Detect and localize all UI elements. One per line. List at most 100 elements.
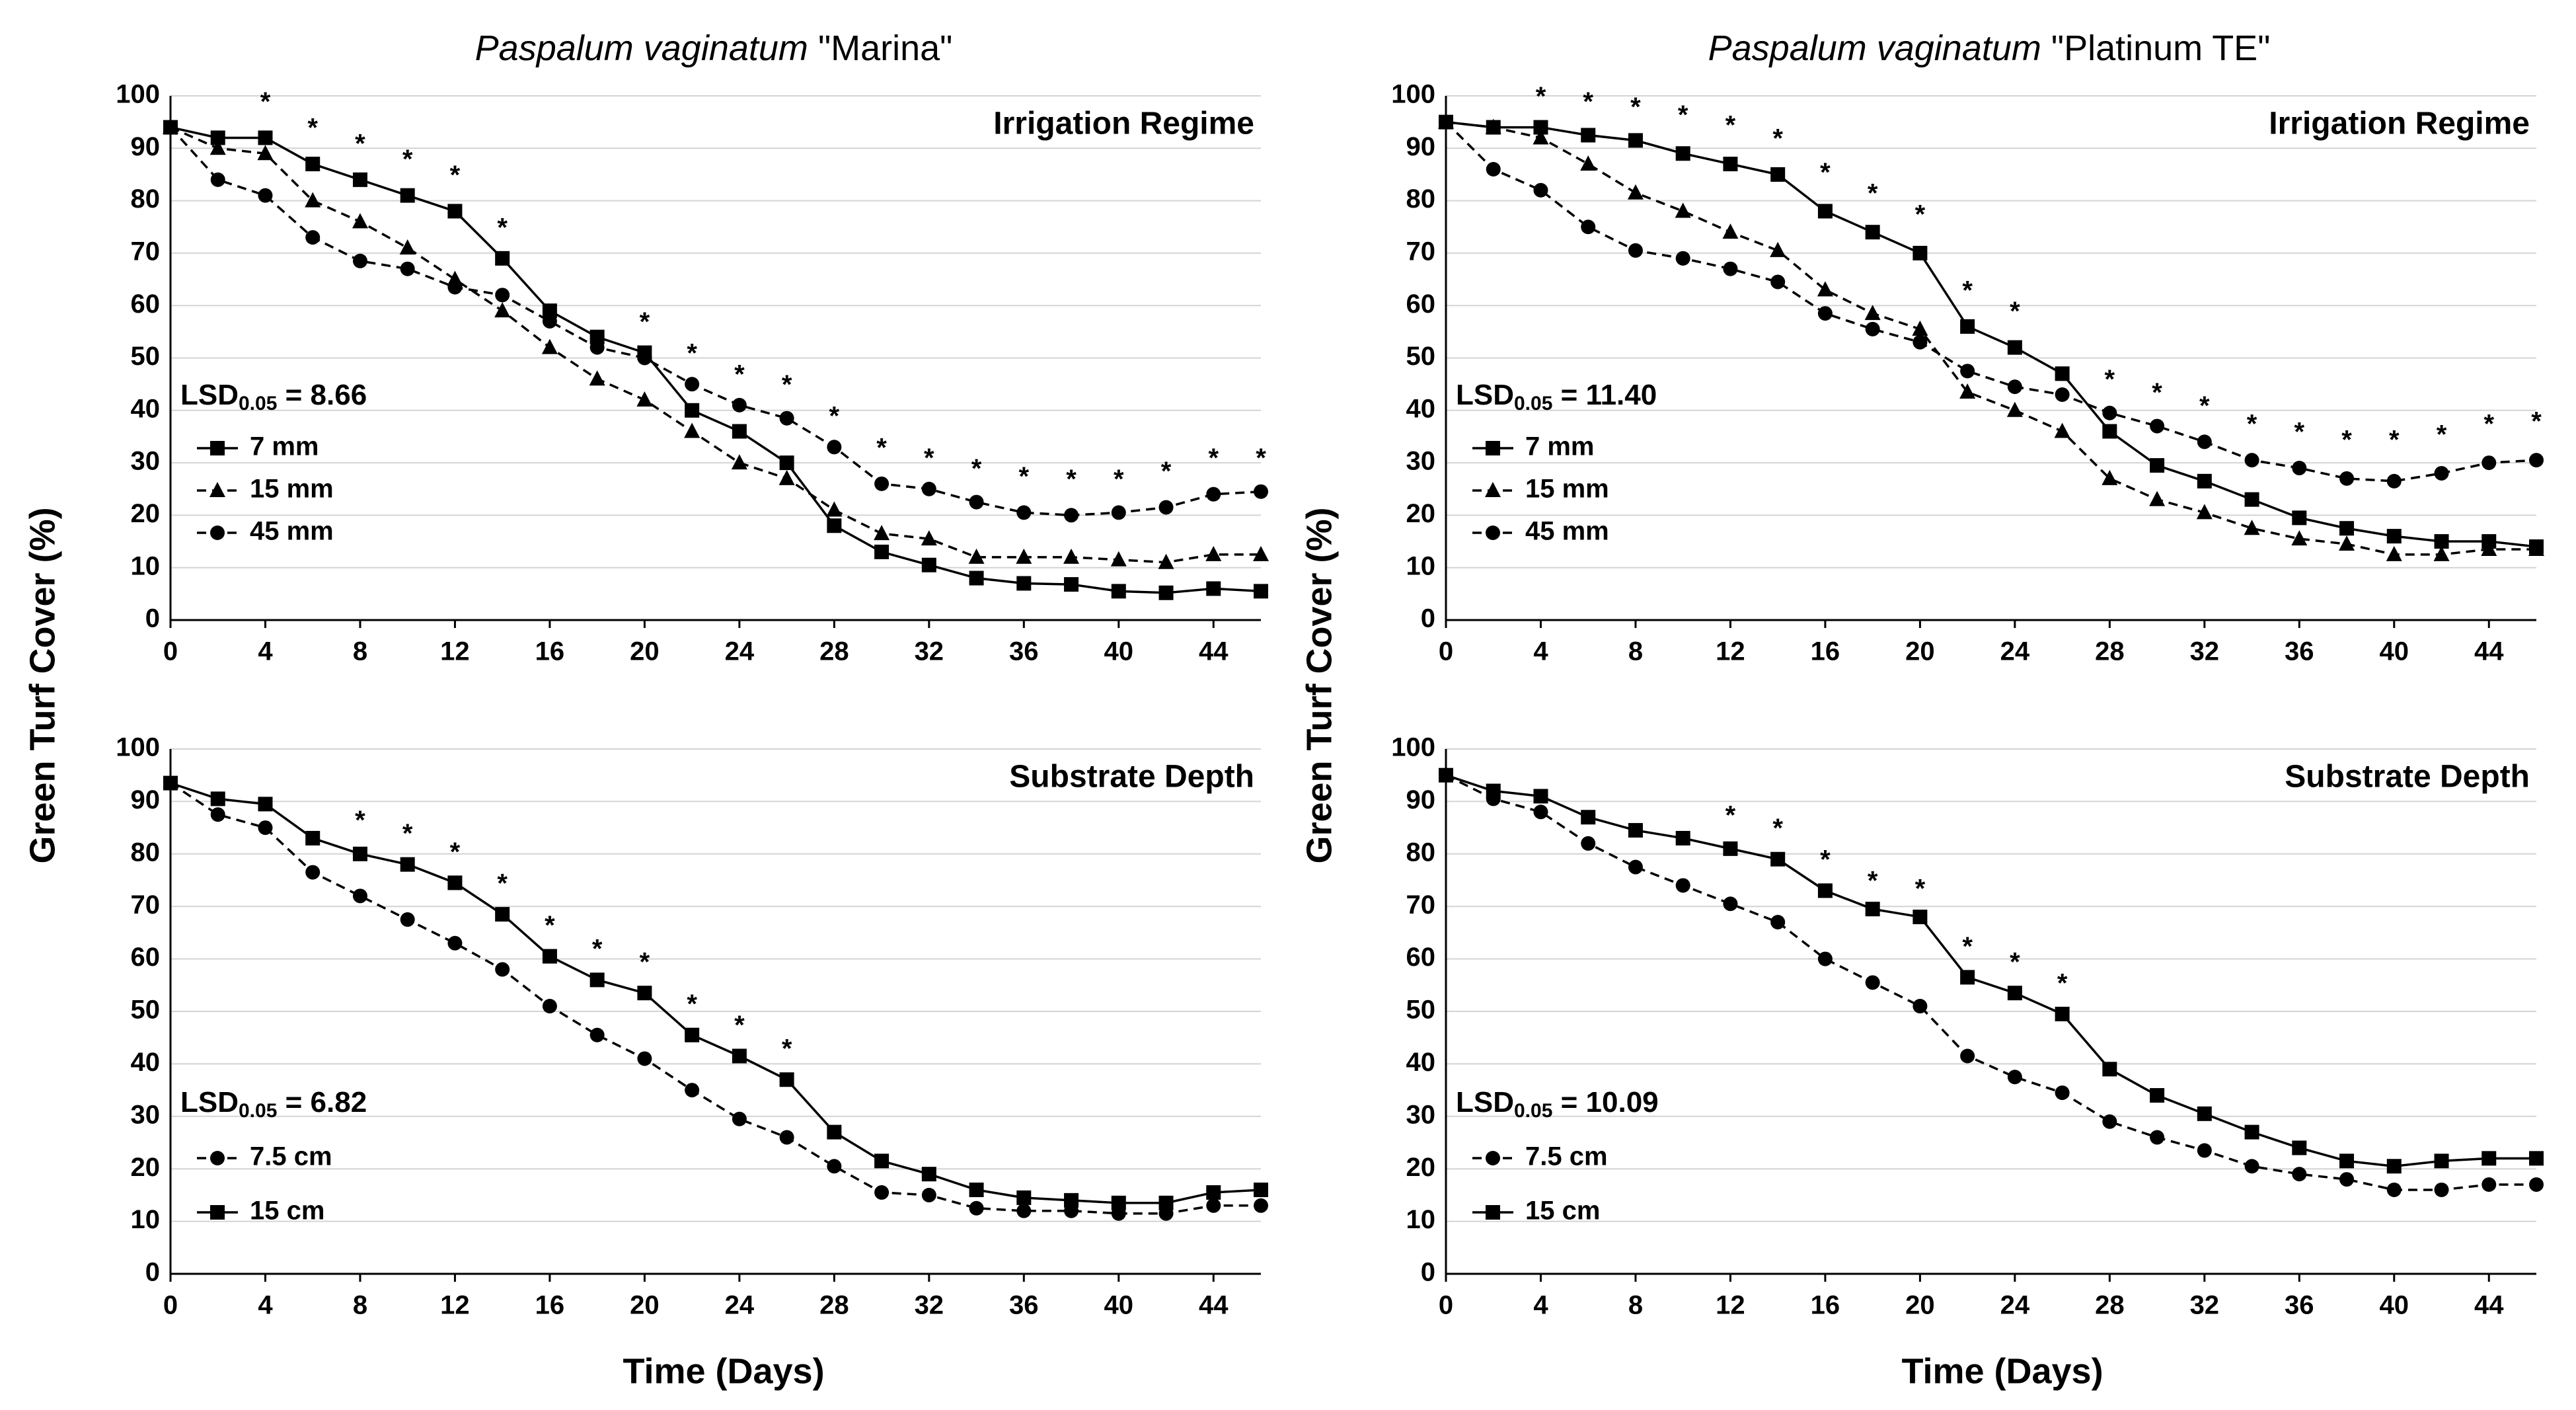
data-point [1206, 1185, 1221, 1200]
y-tick-label: 70 [1406, 237, 1436, 266]
y-tick-label: 60 [131, 290, 161, 319]
data-point [352, 213, 368, 229]
series-line [170, 126, 1262, 594]
y-tick-label: 50 [1406, 996, 1436, 1025]
data-point [1253, 545, 1269, 561]
data-point [2434, 1182, 2449, 1197]
data-point [1016, 576, 1032, 591]
x-tick-label: 28 [819, 637, 849, 666]
series-line [170, 782, 1261, 1215]
panel-title-cultivar: "Marina" [818, 28, 952, 68]
significance-marker: * [782, 1035, 792, 1064]
lsd-value: = 6.82 [277, 1086, 367, 1118]
data-point [969, 570, 984, 586]
significance-marker: * [2483, 410, 2494, 439]
data-point [2386, 1159, 2402, 1174]
y-tick-label: 100 [1391, 733, 1435, 762]
data-point [2433, 545, 2450, 561]
x-tick-label: 16 [1811, 1291, 1840, 1320]
data-point [210, 172, 225, 187]
data-point [1206, 581, 1221, 596]
x-tick-label: 24 [725, 637, 755, 666]
x-tick-label: 40 [1104, 637, 1134, 666]
data-point [685, 1027, 700, 1042]
data-point [684, 422, 701, 438]
data-point [2481, 540, 2497, 556]
y-tick-label: 10 [1406, 551, 1436, 580]
data-point [399, 239, 416, 255]
x-tick-label: 12 [440, 637, 470, 666]
data-point [874, 525, 890, 541]
data-point [1533, 804, 1548, 820]
x-tick-label: 20 [630, 1291, 660, 1320]
y-axis-label-right: Green Turf Cover (%) [1299, 507, 1339, 863]
significance-marker: * [2010, 297, 2020, 326]
data-point [2434, 1154, 2449, 1169]
data-point [2292, 1140, 2307, 1155]
data-point [637, 986, 652, 1001]
panel-subtitle: Substrate Depth [1009, 760, 1254, 795]
data-point [685, 403, 700, 418]
x-tick-label: 8 [1628, 637, 1643, 666]
data-point [210, 807, 225, 822]
y-axis-label-left: Green Turf Cover (%) [22, 507, 62, 863]
data-point [305, 230, 321, 245]
data-point [2055, 1006, 2070, 1021]
data-point [1865, 902, 1880, 917]
panel-subtitle: Irrigation Regime [993, 106, 1254, 141]
panel-subtitle: Irrigation Regime [2269, 106, 2530, 141]
significance-marker: * [2199, 391, 2210, 420]
y-tick-label: 20 [131, 1153, 161, 1182]
significance-marker: * [2437, 420, 2447, 449]
lsd-prefix: LSD [1456, 379, 1514, 411]
data-point [2339, 535, 2355, 551]
significance-marker: * [1066, 465, 1077, 494]
data-point [541, 338, 558, 354]
significance-marker: * [1868, 179, 1878, 208]
data-point [210, 791, 225, 806]
data-point [2055, 387, 2070, 403]
data-point [1533, 789, 1548, 804]
data-point [257, 145, 274, 161]
data-point [2007, 986, 2022, 1001]
data-point [1675, 146, 1690, 161]
data-point [827, 1159, 842, 1174]
x-tick-label: 24 [2000, 1291, 2030, 1320]
y-tick-label: 70 [131, 237, 161, 266]
data-point [542, 303, 557, 319]
data-point [494, 302, 511, 318]
data-point [1439, 767, 1453, 783]
data-point [1486, 162, 1501, 177]
data-point [2102, 424, 2117, 439]
x-tick-label: 32 [915, 1291, 944, 1320]
data-point [2102, 1062, 2117, 1077]
data-point [969, 494, 984, 510]
data-point [400, 857, 415, 872]
significance-marker: * [1772, 814, 1783, 843]
x-axis-label-right: Time (Days) [1901, 1351, 2103, 1391]
x-tick-label: 12 [1716, 1291, 1745, 1320]
x-tick-label: 4 [1533, 1291, 1548, 1320]
y-tick-label: 80 [1406, 838, 1436, 867]
data-point [1865, 321, 1880, 336]
data-point [1960, 364, 1975, 379]
data-point [2150, 1130, 2165, 1145]
data-point [1722, 223, 1739, 239]
y-tick-label: 30 [1406, 1100, 1436, 1129]
data-point [447, 204, 463, 219]
legend-label: 45 mm [250, 517, 334, 546]
data-point [1533, 120, 1548, 135]
data-point [1723, 896, 1738, 912]
data-point [1675, 202, 1691, 218]
x-tick-label: 4 [258, 637, 273, 666]
x-tick-label: 16 [535, 637, 565, 666]
panel-title-top-right: Paspalum vaginatum "Platinum TE" [1708, 28, 2271, 68]
legend-marker [1485, 482, 1501, 497]
significance-marker: * [450, 838, 461, 867]
data-point [495, 251, 510, 266]
data-point [1110, 551, 1127, 567]
data-point [1111, 1195, 1126, 1210]
significance-marker: * [450, 161, 461, 190]
x-tick-label: 36 [2285, 637, 2314, 666]
significance-marker: * [1868, 867, 1878, 896]
